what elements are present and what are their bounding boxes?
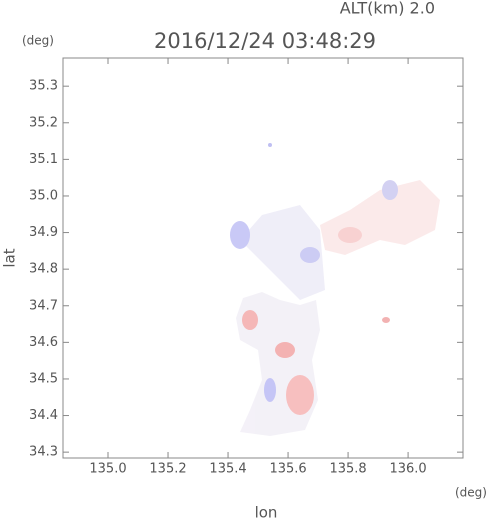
x-tick-label: 135.0	[89, 462, 126, 477]
y-tick-label: 35.3	[29, 79, 58, 94]
echo-cell	[300, 247, 320, 263]
y-tick-label: 34.8	[29, 262, 58, 277]
x-tick-label: 136.0	[389, 462, 426, 477]
y-tick-label: 35.2	[29, 115, 58, 130]
chart-subtitle: ALT(km) 2.0	[340, 0, 435, 18]
x-unit: (deg)	[455, 486, 487, 500]
echo-cell	[242, 310, 258, 330]
echo-cell	[382, 317, 390, 323]
y-tick-label: 34.6	[29, 335, 58, 350]
y-unit: (deg)	[22, 34, 54, 48]
echo-cell	[230, 221, 250, 249]
chart-title: 2016/12/24 03:48:29	[154, 29, 376, 53]
echo-cell	[275, 342, 295, 358]
x-tick-label: 135.2	[149, 462, 186, 477]
echo-area	[320, 180, 440, 255]
y-tick-label: 34.7	[29, 298, 58, 313]
x-tick-label: 135.8	[329, 462, 366, 477]
echo-area	[240, 205, 325, 300]
echo-cell	[268, 143, 272, 147]
y-tick-label: 34.5	[29, 371, 58, 386]
x-tick-label: 135.6	[269, 462, 306, 477]
radar-echo	[230, 143, 440, 436]
echo-cell	[286, 375, 314, 415]
y-tick-label: 34.9	[29, 225, 58, 240]
x-tick-label: 135.4	[209, 462, 246, 477]
y-tick-label: 34.3	[29, 445, 58, 460]
echo-cell	[382, 180, 398, 200]
y-axis-label: lat	[1, 248, 19, 267]
y-tick-label: 35.1	[29, 152, 58, 167]
echo-cell	[338, 227, 362, 243]
echo-cell	[264, 378, 276, 402]
y-tick-label: 34.4	[29, 408, 58, 423]
y-tick-label: 35.0	[29, 188, 58, 203]
plot-frame	[62, 57, 464, 459]
x-axis-label: lon	[255, 504, 278, 521]
